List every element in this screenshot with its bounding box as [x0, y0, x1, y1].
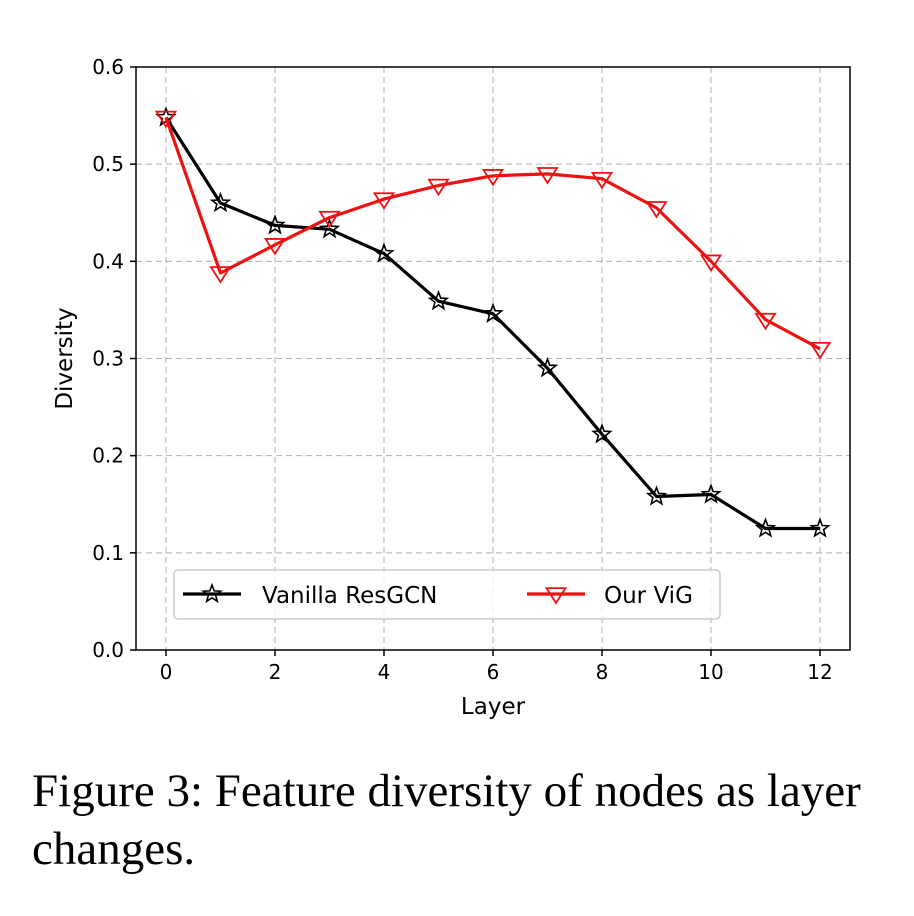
y-tick-label: 0.3 [92, 347, 124, 371]
data-point [372, 192, 396, 210]
y-tick-label: 0.5 [92, 152, 124, 176]
x-axis-label: Layer [461, 694, 526, 720]
series-line [164, 116, 821, 351]
x-tick-label: 0 [160, 660, 173, 684]
data-point [263, 238, 287, 256]
data-point [536, 356, 559, 378]
legend-marker [201, 582, 223, 604]
legend-marker [544, 587, 568, 605]
data-point [373, 242, 395, 263]
legend-sample-our-vig [527, 587, 585, 605]
data-point [318, 218, 341, 239]
x-tick-label: 8 [596, 660, 609, 684]
grid [136, 66, 850, 651]
figure-caption: Figure 3: Feature diversity of nodes as … [32, 765, 861, 875]
y-tick-label: 0.1 [92, 541, 124, 565]
line-chart: 0 2 4 6 8 10 12 0.0 0.1 0.2 0.3 0.4 0.5 0.6 Layer Div… [52, 55, 851, 720]
legend-label-vanilla-resgcn: Vanilla ResGCN [262, 583, 437, 609]
y-tick-label: 0.2 [92, 444, 124, 468]
data-point [481, 169, 505, 187]
series-0 [155, 106, 831, 538]
data-point [809, 517, 831, 538]
y-axis-label: Diversity [52, 307, 78, 409]
legend-box [173, 569, 721, 620]
y-tick-label: 0.6 [92, 55, 124, 79]
legend: Vanilla ResGCN Our ViG [173, 569, 721, 620]
data-point [318, 210, 341, 229]
data-point [754, 517, 777, 538]
data-point [645, 485, 668, 506]
x-tick-label: 12 [807, 660, 832, 684]
data-point [590, 171, 614, 190]
data-point [808, 341, 832, 360]
series-line [164, 116, 820, 531]
series-group [154, 106, 832, 538]
data-point [209, 191, 232, 213]
legend-sample-vanilla-resgcn [183, 582, 241, 604]
data-point [699, 254, 723, 273]
data-point [209, 266, 232, 284]
x-tick-label: 6 [487, 660, 500, 684]
x-tick-label: 10 [698, 660, 723, 684]
data-point [754, 312, 777, 331]
legend-label-our-vig: Our ViG [604, 583, 693, 609]
data-point [154, 110, 178, 129]
x-tick-label: 4 [378, 660, 391, 684]
data-point [645, 201, 668, 219]
data-point [700, 483, 722, 504]
data-point [427, 289, 450, 311]
x-tick-label: 2 [269, 660, 282, 684]
data-point [427, 178, 450, 197]
data-point [264, 214, 286, 235]
series-1 [154, 110, 832, 360]
data-point [482, 302, 504, 323]
axis-ticks: 0 2 4 6 8 10 12 0.0 0.1 0.2 0.3 0.4 0.5 0.6 [92, 55, 833, 684]
y-tick-label: 0.0 [92, 638, 124, 662]
data-point [591, 423, 613, 444]
data-point [536, 167, 559, 185]
y-tick-label: 0.4 [92, 249, 124, 273]
